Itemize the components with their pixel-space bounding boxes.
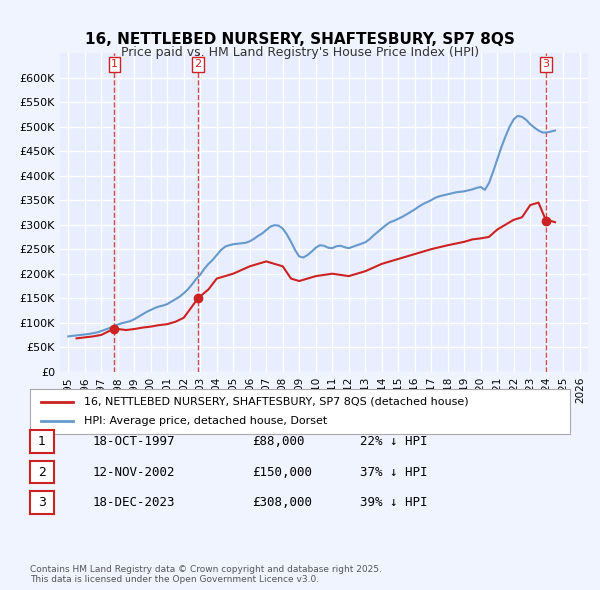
Text: 1: 1: [38, 435, 46, 448]
Text: 18-OCT-1997: 18-OCT-1997: [93, 435, 176, 448]
Text: 16, NETTLEBED NURSERY, SHAFTESBURY, SP7 8QS (detached house): 16, NETTLEBED NURSERY, SHAFTESBURY, SP7 …: [84, 397, 469, 407]
Text: 3: 3: [38, 496, 46, 509]
Text: 39% ↓ HPI: 39% ↓ HPI: [360, 496, 427, 509]
Text: 1: 1: [111, 60, 118, 70]
Text: 2: 2: [194, 60, 202, 70]
Text: 22% ↓ HPI: 22% ↓ HPI: [360, 435, 427, 448]
Text: 3: 3: [542, 60, 550, 70]
Text: HPI: Average price, detached house, Dorset: HPI: Average price, detached house, Dors…: [84, 417, 327, 426]
Text: £308,000: £308,000: [252, 496, 312, 509]
Text: 37% ↓ HPI: 37% ↓ HPI: [360, 466, 427, 478]
Text: 12-NOV-2002: 12-NOV-2002: [93, 466, 176, 478]
Text: £150,000: £150,000: [252, 466, 312, 478]
Text: Price paid vs. HM Land Registry's House Price Index (HPI): Price paid vs. HM Land Registry's House …: [121, 46, 479, 59]
Text: £88,000: £88,000: [252, 435, 305, 448]
Text: 2: 2: [38, 466, 46, 478]
Text: Contains HM Land Registry data © Crown copyright and database right 2025.
This d: Contains HM Land Registry data © Crown c…: [30, 565, 382, 584]
Text: 18-DEC-2023: 18-DEC-2023: [93, 496, 176, 509]
Text: 16, NETTLEBED NURSERY, SHAFTESBURY, SP7 8QS: 16, NETTLEBED NURSERY, SHAFTESBURY, SP7 …: [85, 32, 515, 47]
